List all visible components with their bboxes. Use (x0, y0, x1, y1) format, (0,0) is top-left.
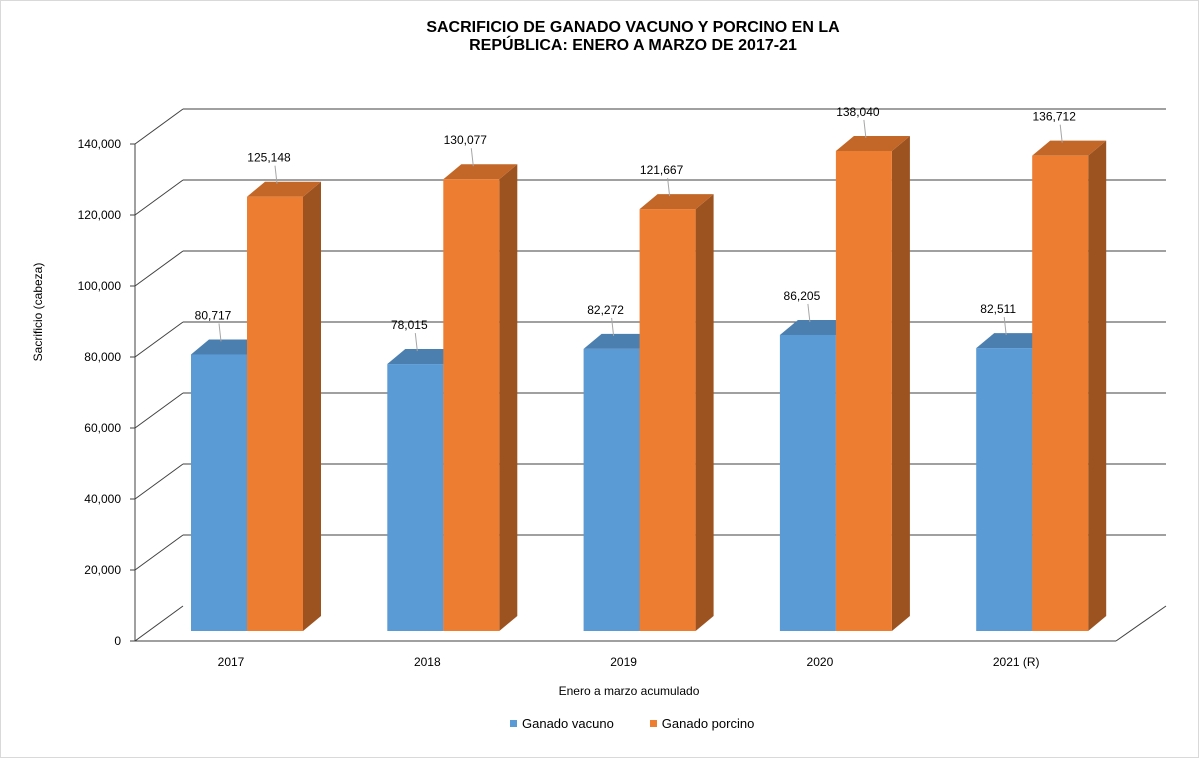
floor-left-edge (134, 605, 184, 642)
bar-top-1-1 (443, 164, 518, 180)
x-tick-label-2: 2019 (610, 655, 637, 669)
data-label-1-0: 125,148 (247, 151, 291, 165)
bar-top-0-4 (976, 333, 1051, 349)
legend-swatch-porcino (649, 720, 657, 727)
bar-0-0 (191, 354, 247, 631)
gridline-side-4 (134, 321, 184, 358)
data-label-leader-1-2 (667, 178, 671, 197)
y-tick-label-5: 100,000 (78, 279, 122, 293)
x-tick-label-0: 2017 (218, 655, 245, 669)
data-label-leader-1-3 (863, 119, 867, 139)
legend: Ganado vacuno Ganado porcino (510, 716, 790, 731)
y-tick-label-6: 120,000 (78, 208, 122, 222)
bar-0-2 (583, 348, 640, 631)
data-label-0-1: 78,015 (391, 318, 428, 332)
chart-title: SACRIFICIO DE GANADO VACUNO Y PORCINO EN… (0, 19, 1199, 55)
data-label-0-4: 82,511 (980, 302, 1016, 316)
data-label-1-3: 138,040 (836, 105, 880, 119)
bar-side-1-2 (695, 194, 714, 631)
data-label-1-2: 121,667 (640, 163, 684, 177)
gridline-side-6 (134, 179, 184, 216)
bar-top-1-0 (247, 181, 321, 197)
data-label-leader-1-0 (274, 165, 278, 184)
data-label-leader-0-0 (218, 323, 222, 342)
bar-side-1-3 (891, 135, 910, 631)
bar-top-0-3 (779, 319, 854, 335)
x-tick-label-1: 2018 (414, 655, 441, 669)
data-labels: 80,717 125,148 78,015 130,077 82,272 121,667 8… (195, 105, 1077, 352)
legend-item-vacuno: Ganado vacuno (510, 716, 614, 731)
gridline-side-7 (134, 108, 184, 145)
bar-top-0-1 (387, 349, 462, 365)
bar-0-4 (976, 348, 1033, 631)
bar-side-1-4 (1088, 140, 1107, 631)
chart-title-line-1: SACRIFICIO DE GANADO VACUNO Y PORCINO EN… (426, 19, 840, 36)
axes: 0 20,000 40,000 60,000 80,000 100,000 120,000 1… (78, 137, 1167, 669)
data-label-leader-0-2 (611, 317, 615, 336)
bar-1-2 (639, 209, 696, 631)
x-axis-label: Enero a marzo acumulado (559, 684, 700, 698)
y-tick-label-2: 40,000 (84, 492, 121, 506)
legend-swatch-vacuno (510, 720, 517, 727)
data-label-1-4: 136,712 (1033, 110, 1077, 124)
chart-title-line-2: REPÚBLICA: ENERO A MARZO DE 2017-21 (469, 37, 797, 54)
bar-top-0-2 (583, 333, 658, 349)
y-tick-label-3: 60,000 (84, 421, 121, 435)
bar-side-1-0 (303, 181, 321, 631)
bar-1-4 (1032, 155, 1089, 631)
bar-top-1-2 (639, 194, 714, 210)
y-axis-label: Sacrificio (cabeza) (31, 263, 45, 362)
bar-0-3 (779, 334, 836, 631)
bar-1-1 (443, 179, 500, 631)
bar-1-3 (835, 150, 892, 631)
legend-item-porcino: Ganado porcino (649, 716, 755, 731)
bar-0-1 (387, 364, 444, 631)
bar-1-0 (247, 196, 303, 631)
y-tick-label-1: 20,000 (84, 563, 121, 577)
y-tick-label-4: 80,000 (84, 350, 121, 364)
gridline-side-5 (134, 250, 184, 287)
x-tick-label-3: 2020 (807, 655, 834, 669)
data-label-leader-0-4 (1003, 317, 1007, 336)
legend-label-vacuno: Ganado vacuno (522, 716, 614, 731)
data-label-leader-0-3 (807, 303, 811, 323)
data-label-0-0: 80,717 (195, 308, 232, 322)
data-label-leader-1-1 (470, 148, 474, 167)
data-label-0-3: 86,205 (784, 289, 821, 303)
legend-label-porcino: Ganado porcino (661, 716, 755, 731)
data-label-1-1: 130,077 (444, 133, 488, 147)
data-label-0-2: 82,272 (587, 303, 624, 317)
bar-side-1-1 (499, 164, 518, 631)
y-tick-label-7: 140,000 (78, 137, 122, 151)
bar-top-1-4 (1032, 140, 1107, 156)
floor-right-edge (1115, 605, 1167, 642)
data-label-leader-0-1 (414, 332, 418, 352)
x-tick-label-4: 2021 (R) (993, 655, 1040, 669)
bar-top-0-0 (191, 339, 265, 355)
y-tick-label-0: 0 (114, 634, 121, 648)
data-label-leader-1-4 (1059, 124, 1063, 143)
gridline-side-3 (134, 392, 184, 429)
bar-top-1-3 (835, 135, 910, 151)
gridline-side-1 (134, 534, 184, 571)
bars (191, 135, 1107, 631)
gridline-side-2 (134, 463, 184, 500)
